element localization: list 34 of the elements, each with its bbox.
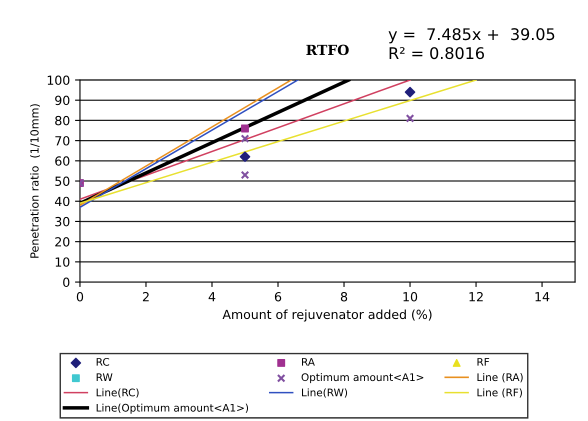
x-tick-label: 2 bbox=[142, 292, 149, 302]
x-tick-label: 14 bbox=[535, 292, 550, 302]
y-tick-label: 70 bbox=[55, 136, 70, 146]
x-tick-label: 0 bbox=[76, 292, 84, 302]
text: R² = 0.8016 bbox=[390, 47, 484, 60]
legend-label: RC bbox=[96, 358, 110, 366]
x-tick-label: 8 bbox=[340, 292, 348, 302]
y-tick-label: 30 bbox=[55, 216, 70, 226]
text: y = 7.485x + 39.05 bbox=[388, 28, 554, 44]
y-tick-label: 80 bbox=[55, 116, 70, 126]
y-tick-label: 0 bbox=[63, 278, 70, 287]
y-tick-label: 20 bbox=[55, 237, 70, 247]
legend-label: Optimum amount<A1> bbox=[302, 373, 424, 384]
legend-label: RA bbox=[302, 358, 315, 366]
y-axis-title: Penetration ratio (1/10mm) bbox=[30, 104, 40, 258]
y-tick-label: 40 bbox=[54, 196, 70, 206]
chart-title: RTFO bbox=[306, 44, 349, 56]
legend-label: Line (RF) bbox=[478, 388, 522, 398]
legend-label: RW bbox=[96, 373, 112, 381]
legend-label: Line(RW) bbox=[302, 388, 348, 398]
legend-label: Line(Optimum amount<A1>) bbox=[96, 404, 248, 414]
y-tick-label: 10 bbox=[56, 257, 70, 267]
y-tick-label: 60 bbox=[55, 156, 70, 166]
y-tick-label: 50 bbox=[55, 176, 70, 186]
x-tick-label: 4 bbox=[208, 292, 216, 302]
x-tick-label: 6 bbox=[274, 292, 282, 302]
legend-label: RF bbox=[478, 358, 490, 366]
x-tick-label: 10 bbox=[403, 292, 418, 302]
y-tick-label: 100 bbox=[48, 75, 70, 85]
x-axis-title: Amount of rejuvenator added (%) bbox=[222, 309, 432, 322]
legend-label: Line (RA) bbox=[478, 373, 523, 382]
y-tick-label: 90 bbox=[55, 96, 70, 106]
legend-label: Line(RC) bbox=[96, 388, 139, 398]
x-tick-label: 12 bbox=[469, 292, 483, 302]
